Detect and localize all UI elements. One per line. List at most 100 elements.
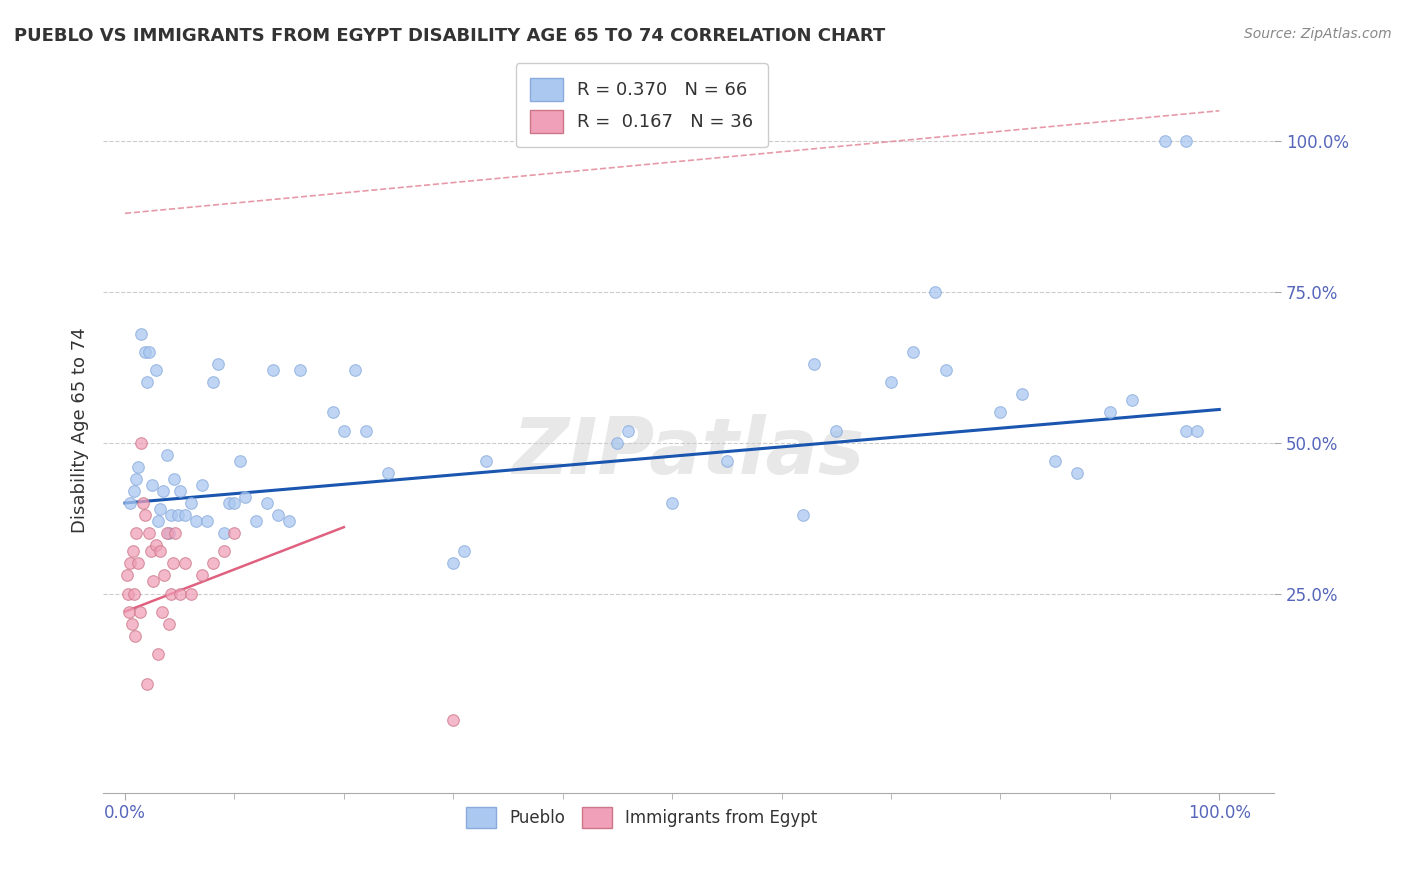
Point xyxy=(990,405,1012,419)
Point xyxy=(122,483,145,498)
Point xyxy=(201,376,224,390)
Point xyxy=(131,496,153,510)
Point xyxy=(901,345,924,359)
Point xyxy=(201,557,224,571)
Point xyxy=(153,568,176,582)
Point xyxy=(129,605,152,619)
Point xyxy=(155,526,177,541)
Point xyxy=(115,568,138,582)
Point xyxy=(880,376,903,390)
Point xyxy=(180,586,202,600)
Point xyxy=(134,508,156,522)
Point xyxy=(1175,134,1198,148)
Point xyxy=(169,483,191,498)
Point xyxy=(256,496,278,510)
Point xyxy=(343,363,366,377)
Point xyxy=(149,544,172,558)
Point xyxy=(617,424,640,438)
Point xyxy=(131,435,153,450)
Point xyxy=(160,586,183,600)
Point xyxy=(475,454,498,468)
Point xyxy=(149,502,172,516)
Point xyxy=(142,574,165,589)
Point xyxy=(135,677,157,691)
Point xyxy=(606,435,628,450)
Point xyxy=(288,363,311,377)
Point xyxy=(453,544,475,558)
Point xyxy=(212,544,235,558)
Point xyxy=(155,448,177,462)
Point xyxy=(127,557,149,571)
Point xyxy=(121,616,143,631)
Point xyxy=(1175,424,1198,438)
Point xyxy=(441,713,464,727)
Point xyxy=(120,557,142,571)
Text: Source: ZipAtlas.com: Source: ZipAtlas.com xyxy=(1244,27,1392,41)
Point xyxy=(218,496,240,510)
Point xyxy=(122,586,145,600)
Point xyxy=(1098,405,1121,419)
Point xyxy=(152,483,174,498)
Point xyxy=(245,514,267,528)
Point xyxy=(157,616,180,631)
Point xyxy=(1043,454,1066,468)
Point xyxy=(145,538,167,552)
Point xyxy=(125,472,148,486)
Point xyxy=(157,526,180,541)
Point xyxy=(229,454,252,468)
Point xyxy=(124,629,146,643)
Point xyxy=(195,514,218,528)
Point xyxy=(146,647,169,661)
Point xyxy=(441,557,464,571)
Point xyxy=(207,357,229,371)
Text: ZIPatlas: ZIPatlas xyxy=(512,414,865,491)
Point xyxy=(150,605,173,619)
Point xyxy=(165,526,187,541)
Point xyxy=(166,508,188,522)
Point xyxy=(127,459,149,474)
Point xyxy=(180,496,202,510)
Point xyxy=(135,376,157,390)
Point xyxy=(354,424,377,438)
Point xyxy=(333,424,356,438)
Point xyxy=(224,496,246,510)
Point xyxy=(935,363,957,377)
Point xyxy=(803,357,825,371)
Point xyxy=(1187,424,1209,438)
Point xyxy=(138,526,160,541)
Point xyxy=(118,605,141,619)
Point xyxy=(262,363,284,377)
Point xyxy=(212,526,235,541)
Point xyxy=(1121,393,1143,408)
Point xyxy=(125,526,148,541)
Point xyxy=(146,514,169,528)
Point xyxy=(235,490,257,504)
Legend: Pueblo, Immigrants from Egypt: Pueblo, Immigrants from Egypt xyxy=(460,800,824,835)
Point xyxy=(134,345,156,359)
Point xyxy=(141,478,163,492)
Point xyxy=(138,345,160,359)
Point xyxy=(117,586,139,600)
Point xyxy=(121,544,143,558)
Point xyxy=(825,424,848,438)
Point xyxy=(131,326,153,341)
Point xyxy=(1153,134,1175,148)
Point xyxy=(190,478,212,492)
Point xyxy=(278,514,301,528)
Point xyxy=(924,285,946,299)
Point xyxy=(224,526,246,541)
Point xyxy=(1011,387,1033,401)
Point xyxy=(661,496,683,510)
Y-axis label: Disability Age 65 to 74: Disability Age 65 to 74 xyxy=(72,327,89,533)
Point xyxy=(120,496,142,510)
Point xyxy=(160,508,183,522)
Point xyxy=(322,405,344,419)
Point xyxy=(162,557,184,571)
Text: PUEBLO VS IMMIGRANTS FROM EGYPT DISABILITY AGE 65 TO 74 CORRELATION CHART: PUEBLO VS IMMIGRANTS FROM EGYPT DISABILI… xyxy=(14,27,886,45)
Point xyxy=(174,508,197,522)
Point xyxy=(190,568,212,582)
Point xyxy=(145,363,167,377)
Point xyxy=(792,508,814,522)
Point xyxy=(1066,466,1088,480)
Point xyxy=(141,544,163,558)
